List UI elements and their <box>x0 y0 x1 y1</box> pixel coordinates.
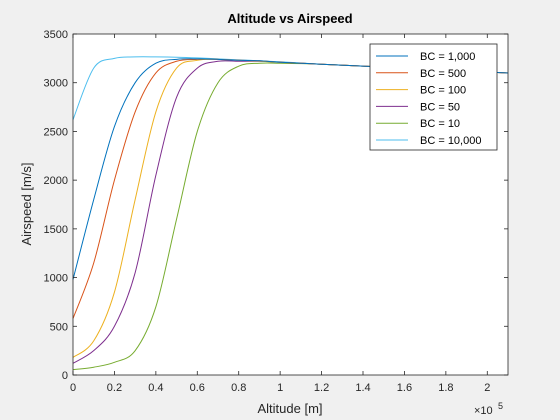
legend: BC = 1,000 BC = 500 BC = 100 BC = 50 BC = 10… <box>369 43 498 151</box>
legend-entry-label: BC = 500 <box>420 68 466 80</box>
x-tick-label: 1.6 <box>397 382 412 394</box>
y-tick-label: 0 <box>62 370 68 382</box>
x-tick-label: 1 <box>277 382 283 394</box>
y-tick-label: 3500 <box>44 29 68 41</box>
y-tick-label: 2000 <box>44 175 68 187</box>
y-tick-label: 1500 <box>44 224 68 236</box>
y-tick-label: 3000 <box>44 78 68 90</box>
legend-entry-label: BC = 10 <box>420 118 460 130</box>
chart-title: Altitude vs Airspeed <box>227 11 352 26</box>
y-tick-label: 2500 <box>44 126 68 138</box>
x-tick-label: 0.4 <box>148 382 163 394</box>
x-tick-label: 0 <box>70 382 76 394</box>
legend-entry-label: BC = 50 <box>420 101 460 113</box>
x-exponent-base: ×10 <box>474 405 493 417</box>
x-tick-label: 1.8 <box>438 382 453 394</box>
axes-box <box>72 33 509 376</box>
x-tick-label: 0.6 <box>190 382 205 394</box>
legend-entry-label: BC = 10,000 <box>420 135 481 147</box>
y-tick-label: 1000 <box>44 273 68 285</box>
y-axis-label: Airspeed [m/s] <box>19 162 34 245</box>
x-tick-label: 2 <box>484 382 490 394</box>
tick-layer: 0 0.2 0.4 0.6 0.8 1 1.2 1.4 1.6 1.8 2 0 500 1000 1500 2… <box>44 29 508 394</box>
x-tick-label: 1.4 <box>355 382 370 394</box>
x-tick-label: 0.2 <box>107 382 122 394</box>
x-tick-label: 1.2 <box>314 382 329 394</box>
legend-entry-label: BC = 100 <box>420 85 466 97</box>
legend-entry-label: BC = 1,000 <box>420 51 475 63</box>
x-tick-label: 0.8 <box>231 382 246 394</box>
legend-box <box>369 43 498 151</box>
x-axis-label: Altitude [m] <box>257 401 322 416</box>
legend-items: BC = 1,000 BC = 500 BC = 100 BC = 50 BC = 10… <box>376 51 481 147</box>
y-tick-label: 500 <box>50 321 68 333</box>
x-exponent-power: 5 <box>498 401 503 411</box>
